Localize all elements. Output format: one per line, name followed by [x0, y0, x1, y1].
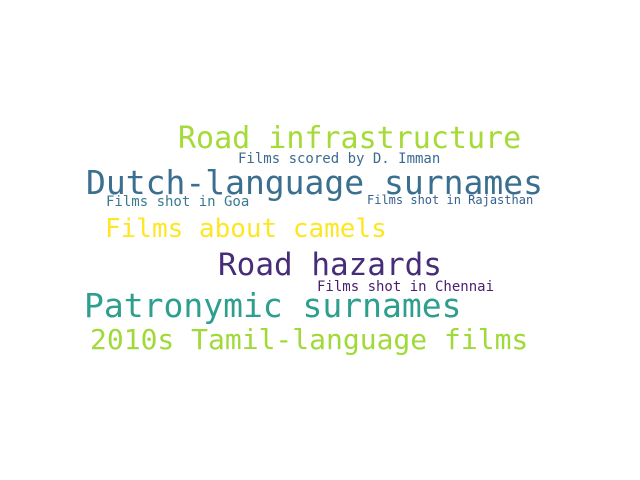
word-patronymic-surnames: Patronymic surnames — [84, 286, 462, 325]
word-films-about-camels: Films about camels — [105, 214, 387, 244]
word-films-shot-in-goa: Films shot in Goa — [106, 194, 250, 210]
word-dutch-language-surnames: Dutch-language surnames — [86, 163, 543, 202]
word-road-infrastructure: Road infrastructure — [178, 121, 522, 156]
word-2010s-tamil-language-films: 2010s Tamil-language films — [90, 323, 529, 356]
word-films-shot-in-chennai: Films shot in Chennai — [317, 279, 495, 295]
word-films-scored-by-d-imman: Films scored by D. Imman — [238, 151, 441, 167]
word-road-hazards: Road hazards — [218, 247, 442, 283]
word-films-shot-in-rajasthan: Films shot in Rajasthan — [367, 193, 534, 207]
